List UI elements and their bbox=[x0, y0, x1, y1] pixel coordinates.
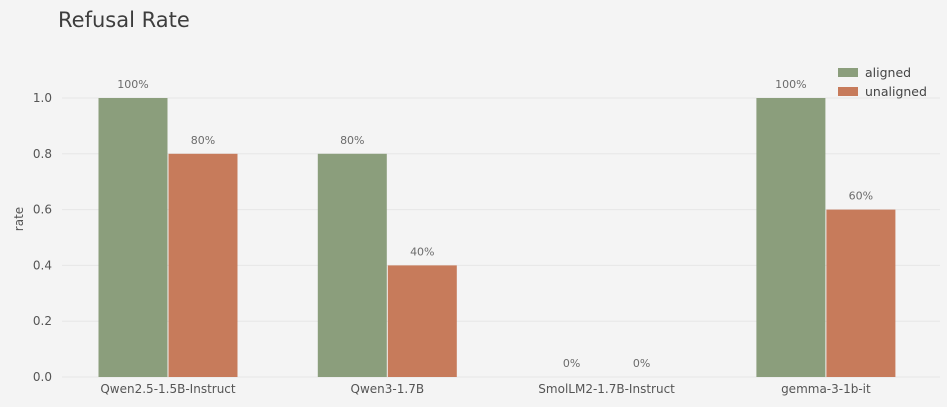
y-tick-label: 0.0 bbox=[33, 370, 52, 384]
y-axis-label: rate bbox=[12, 207, 26, 231]
bar-aligned bbox=[756, 98, 826, 377]
y-tick-label: 1.0 bbox=[33, 91, 52, 105]
x-tick-label: Qwen3-1.7B bbox=[351, 382, 425, 396]
legend-swatch-unaligned bbox=[838, 87, 858, 96]
x-axis-ticks: Qwen2.5-1.5B-Instruct Qwen3-1.7B SmolLM2-1… bbox=[100, 382, 871, 396]
data-label: 60% bbox=[849, 190, 873, 203]
y-tick-label: 0.6 bbox=[33, 203, 52, 217]
data-label: 100% bbox=[775, 78, 806, 91]
bar-unaligned bbox=[826, 209, 896, 377]
data-label: 40% bbox=[410, 245, 434, 258]
bar-unaligned bbox=[387, 265, 457, 377]
legend-label-unaligned: unaligned bbox=[865, 84, 927, 99]
legend: aligned unaligned bbox=[838, 65, 927, 99]
bar-aligned bbox=[317, 153, 387, 377]
data-label: 0% bbox=[563, 357, 580, 370]
data-label: 80% bbox=[191, 134, 215, 147]
x-tick-label: Qwen2.5-1.5B-Instruct bbox=[100, 382, 236, 396]
bar-unaligned bbox=[168, 153, 238, 377]
y-tick-label: 0.2 bbox=[33, 314, 52, 328]
y-tick-label: 0.8 bbox=[33, 147, 52, 161]
chart-title: Refusal Rate bbox=[58, 8, 190, 32]
data-label: 0% bbox=[633, 357, 650, 370]
bar-aligned bbox=[98, 98, 168, 377]
y-tick-label: 0.4 bbox=[33, 258, 52, 272]
y-axis-ticks: 0.0 0.2 0.4 0.6 0.8 1.0 bbox=[33, 91, 52, 384]
legend-label-aligned: aligned bbox=[865, 65, 911, 80]
x-tick-label: SmolLM2-1.7B-Instruct bbox=[538, 382, 675, 396]
x-tick-label: gemma-3-1b-it bbox=[781, 382, 871, 396]
data-label: 80% bbox=[340, 134, 364, 147]
bars: 100% 80% 80% 40% 0% 0% 100% 60% bbox=[98, 78, 896, 377]
legend-swatch-aligned bbox=[838, 68, 858, 77]
data-label: 100% bbox=[117, 78, 148, 91]
